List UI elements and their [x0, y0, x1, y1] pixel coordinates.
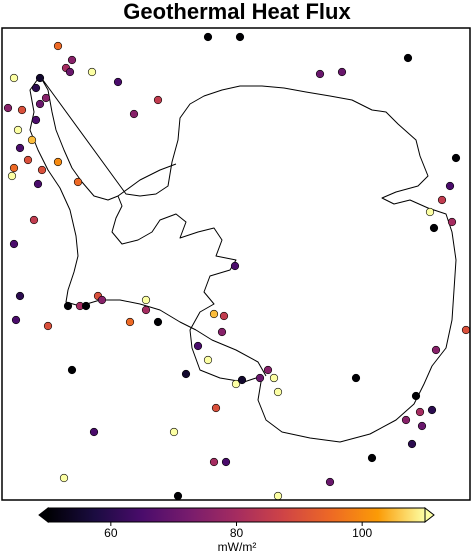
data-point: [13, 125, 23, 135]
data-point: [337, 67, 347, 77]
data-point: [67, 55, 77, 65]
data-point: [211, 403, 221, 413]
data-point: [9, 239, 19, 249]
data-point: [63, 301, 73, 311]
data-point: [461, 325, 470, 335]
colorbar: 60 80 100: [38, 506, 435, 540]
data-point: [217, 327, 227, 337]
data-point: [203, 355, 213, 365]
data-point: [415, 407, 425, 417]
colorbar-gradient: [47, 507, 426, 523]
data-point: [31, 115, 41, 125]
map-area: [3, 32, 470, 500]
data-point: [53, 157, 63, 167]
data-point: [173, 491, 183, 500]
data-point: [437, 195, 447, 205]
data-point: [141, 305, 151, 315]
ronne-ice-shelf-grounding-line: [117, 163, 177, 197]
data-point: [231, 379, 241, 389]
data-point: [235, 32, 245, 42]
data-point: [87, 67, 97, 77]
data-point: [17, 105, 27, 115]
colorbar-extend-max: [424, 506, 435, 524]
data-point: [255, 373, 265, 383]
data-point: [181, 369, 191, 379]
data-point: [29, 215, 39, 225]
data-point: [407, 439, 417, 449]
data-point: [31, 83, 41, 93]
data-point: [273, 491, 283, 500]
colorbar-label: mW/m²: [218, 540, 257, 554]
data-point: [15, 291, 25, 301]
data-point: [269, 373, 279, 383]
map-frame: [1, 27, 471, 501]
data-point: [153, 95, 163, 105]
data-point: [411, 391, 421, 401]
data-point: [193, 341, 203, 351]
data-point: [447, 217, 457, 227]
data-point: [73, 177, 83, 187]
data-point: [53, 41, 63, 51]
data-point: [451, 153, 461, 163]
data-point: [59, 473, 69, 483]
data-point: [15, 143, 25, 153]
data-point: [230, 261, 240, 271]
data-point: [237, 375, 247, 385]
data-point: [81, 301, 91, 311]
data-point: [89, 427, 99, 437]
data-point: [23, 155, 33, 165]
data-point: [113, 77, 123, 87]
data-point: [33, 179, 43, 189]
data-point: [9, 73, 19, 83]
data-point: [263, 365, 273, 375]
data-point: [429, 223, 439, 233]
data-point: [219, 311, 229, 321]
data-point: [9, 163, 19, 173]
data-point: [221, 457, 231, 467]
colorbar-tick-label: 80: [230, 526, 244, 540]
data-point: [431, 345, 441, 355]
data-point: [315, 69, 325, 79]
data-point: [403, 53, 413, 63]
data-point: [401, 415, 411, 425]
map-title: Geothermal Heat Flux: [123, 0, 351, 24]
data-point: [351, 373, 361, 383]
data-point: [35, 73, 45, 83]
coastline: [39, 75, 457, 443]
ross-ice-shelf-grounding-line: [195, 329, 267, 377]
data-point: [67, 365, 77, 375]
data-point: [325, 477, 335, 487]
data-point: [427, 405, 437, 415]
colorbar-tick-label: 60: [104, 526, 118, 540]
data-point: [153, 317, 163, 327]
data-point: [129, 109, 139, 119]
data-point: [209, 309, 219, 319]
data-point: [417, 421, 427, 431]
data-point: [97, 295, 107, 305]
data-point: [41, 93, 51, 103]
data-point: [209, 457, 219, 467]
data-point: [65, 67, 75, 77]
data-point: [11, 315, 21, 325]
data-point: [425, 207, 435, 217]
colorbar-tick-label: 100: [352, 526, 372, 540]
data-point: [169, 427, 179, 437]
data-point: [27, 135, 37, 145]
data-point: [35, 99, 45, 109]
data-point: [273, 387, 283, 397]
data-point: [367, 453, 377, 463]
colorbar-extend-min: [38, 506, 49, 524]
peninsula-west-coast: [29, 75, 197, 331]
data-point: [125, 317, 135, 327]
data-point: [43, 321, 53, 331]
data-point: [7, 171, 17, 181]
data-point: [3, 103, 13, 113]
data-point: [445, 181, 455, 191]
data-point: [141, 295, 151, 305]
data-point: [203, 32, 213, 42]
data-point: [37, 165, 47, 175]
